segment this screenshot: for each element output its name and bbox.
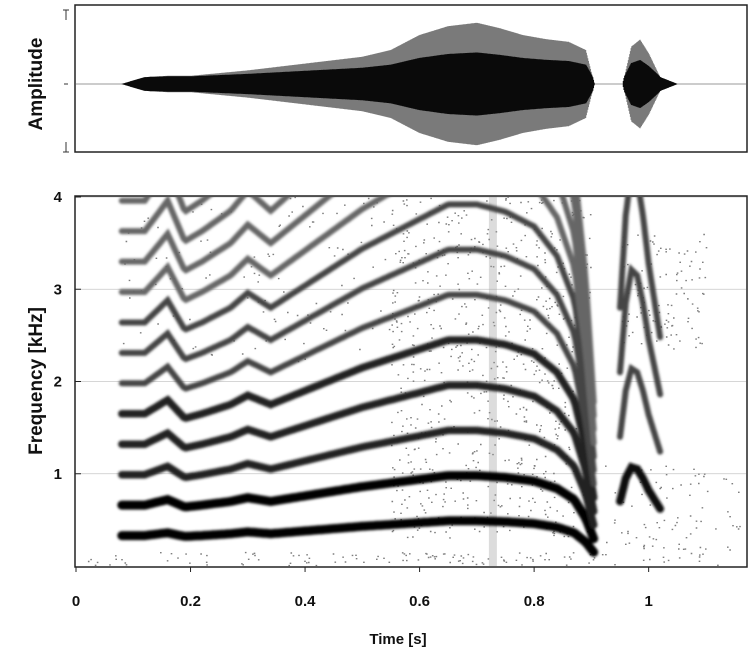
x-tick-label: 0 — [72, 593, 80, 610]
y-tick-label: 4 — [54, 189, 63, 206]
x-tick-label: 0.4 — [295, 593, 317, 610]
harmonic-5 — [118, 336, 598, 502]
harmonic-8 — [118, 201, 597, 460]
waveform-y-ticks — [63, 9, 69, 153]
harmonic-10 — [118, 197, 597, 433]
y-tick-label: 3 — [54, 281, 62, 298]
x-tick-label: 0.6 — [409, 593, 430, 610]
waveform-core-1 — [622, 60, 678, 108]
waveform-core-0 — [121, 52, 595, 116]
harmonic-4 — [118, 381, 598, 516]
x-axis-label: Time [s] — [369, 631, 426, 648]
harmonic-1 — [117, 516, 599, 557]
y-tick-label: 1 — [54, 466, 62, 483]
harmonic-6 — [118, 291, 597, 488]
spectrogram-y-label: Frequency [kHz] — [26, 307, 47, 455]
x-tick-label: 0.8 — [524, 593, 545, 610]
harmonic-3 — [118, 426, 598, 529]
harmonic-2 — [117, 471, 599, 544]
waveform-trace — [121, 22, 678, 146]
harmonic-12 — [118, 197, 597, 406]
spectrogram-harmonics — [117, 197, 665, 557]
syllable2-harmonic-4 — [617, 197, 664, 341]
syllable2-harmonic-2 — [617, 363, 664, 455]
syllable2-harmonic-1 — [616, 462, 665, 513]
spectrogram-y-ticks: 1 2 3 4 — [54, 189, 81, 483]
waveform-y-label: Amplitude — [26, 38, 47, 131]
voicing-band — [488, 197, 497, 566]
spectrogram-panel: 1 2 3 4 0 0.2 0.4 0.6 0.8 1 Frequency [kHz] Time… — [26, 189, 748, 648]
harmonic-9 — [118, 197, 597, 447]
x-tick-label: 1 — [644, 593, 652, 610]
syllable2-harmonic-3 — [617, 263, 664, 398]
spectrogram-x-ticks: 0 0.2 0.4 0.6 0.8 1 — [72, 567, 653, 610]
waveform-panel: Amplitude — [26, 4, 748, 153]
harmonic-11 — [118, 197, 597, 419]
x-tick-label: 0.2 — [180, 593, 201, 610]
y-tick-label: 2 — [54, 374, 62, 391]
harmonic-7 — [118, 246, 597, 474]
